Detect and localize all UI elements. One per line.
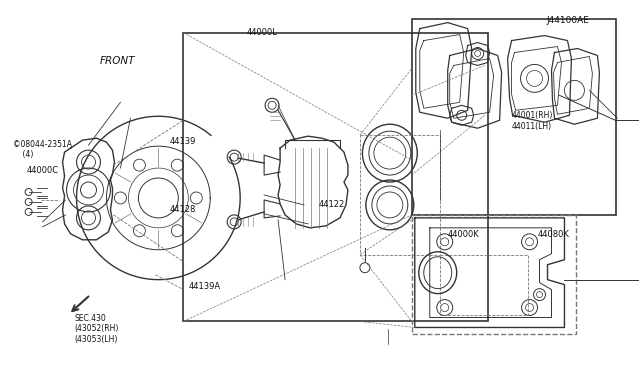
Text: 44000C: 44000C [26,166,58,174]
Text: 44122: 44122 [319,200,345,209]
Text: J44100AE: J44100AE [547,16,589,25]
Bar [412,215,577,334]
Bar [412,19,616,215]
Text: SEC.430
(43052(RH)
(43053(LH): SEC.430 (43052(RH) (43053(LH) [74,314,118,344]
Text: 44000K: 44000K [448,230,479,239]
Text: FRONT: FRONT [100,55,135,65]
Bar [440,255,527,314]
Text: 44139A: 44139A [189,282,221,291]
Bar [360,135,440,255]
Text: 44128: 44128 [170,205,196,214]
Text: 44139: 44139 [170,137,196,146]
Text: 44000L: 44000L [246,29,277,38]
Text: 44080K: 44080K [537,230,569,239]
Text: ©08044-2351A
    (4): ©08044-2351A (4) [13,140,72,159]
Bar [183,33,488,321]
Text: 44001(RH)
44011(LH): 44001(RH) 44011(LH) [511,111,553,131]
